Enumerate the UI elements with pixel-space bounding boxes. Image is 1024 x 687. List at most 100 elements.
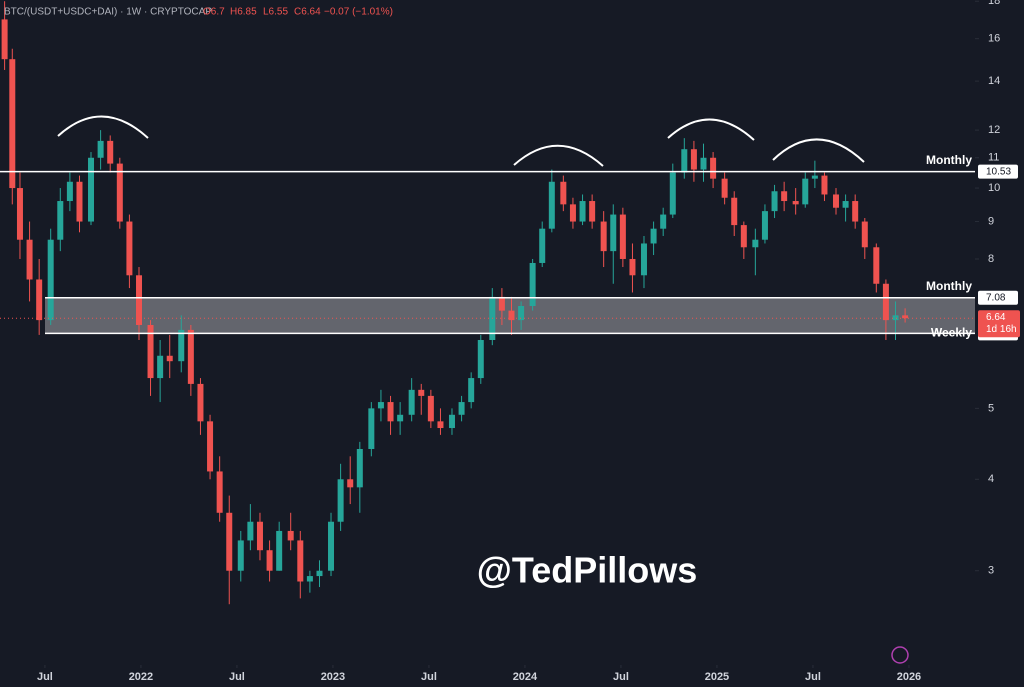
candle-body: [548, 181, 555, 229]
x-tick-label: Jul: [37, 671, 53, 683]
level-label: Monthly: [926, 153, 972, 167]
candle-body: [477, 339, 484, 379]
candle-body: [650, 228, 657, 244]
candle-body: [216, 471, 223, 513]
y-tick-label: 8: [988, 253, 994, 265]
candle-body: [721, 178, 728, 198]
candle-body: [397, 414, 404, 422]
candle-body: [740, 225, 747, 248]
candle-body: [781, 191, 788, 202]
candle-body: [207, 421, 214, 472]
x-tick-label: 2022: [129, 671, 153, 683]
candle-body: [437, 421, 444, 429]
candle-body: [539, 228, 546, 263]
candle-body: [36, 279, 43, 321]
candle-body: [356, 448, 363, 488]
x-tick-label: 2023: [321, 671, 345, 683]
candle-body: [811, 175, 818, 179]
candle-body: [752, 239, 759, 248]
candle-body: [147, 324, 154, 379]
arc: [513, 144, 604, 167]
candle-body: [166, 355, 173, 362]
ohlc-change: −0.07 (−1.01%): [324, 7, 393, 18]
candle-body: [579, 201, 586, 222]
price-badge: [978, 164, 1018, 179]
countdown: 1d 16h: [986, 324, 1017, 335]
candle-body: [569, 204, 576, 222]
candle-body: [861, 221, 868, 248]
candle-body: [518, 305, 525, 321]
alert-icon[interactable]: [891, 646, 909, 664]
level-label: Monthly: [926, 279, 972, 293]
y-tick-label: 3: [988, 565, 994, 577]
ohlc-close: C6.64: [294, 7, 321, 18]
candle-body: [761, 211, 768, 240]
price-badge-label: 7.08: [986, 292, 1006, 303]
candle-body: [508, 310, 515, 321]
candle-body: [237, 540, 244, 571]
y-tick-label: 14: [988, 75, 1000, 87]
candle-body: [126, 221, 133, 276]
y-tick-label: 11: [988, 152, 999, 164]
watermark: @TedPillows: [477, 550, 697, 591]
candle-body: [368, 408, 375, 449]
candle-body: [328, 521, 335, 571]
candle-body: [498, 296, 505, 311]
candle-body: [892, 315, 899, 321]
price-badge: [978, 290, 1018, 305]
candle-body: [247, 521, 254, 541]
arc: [772, 138, 865, 163]
candle-body: [418, 389, 425, 396]
candle-body: [197, 383, 204, 422]
candle-body: [852, 201, 859, 222]
last-price-badge: [978, 310, 1020, 338]
candle-body: [187, 329, 194, 384]
y-tick-label: 12: [988, 124, 1000, 136]
candle-body: [427, 395, 434, 422]
candle-body: [842, 201, 849, 208]
candle-body: [178, 329, 185, 362]
x-tick-label: Jul: [805, 671, 821, 683]
y-tick-label: 16: [988, 33, 1000, 45]
candle-body: [669, 172, 676, 215]
candle-body: [266, 550, 273, 571]
candle-body: [529, 262, 536, 306]
candle-body: [47, 239, 54, 321]
candle-body: [347, 479, 354, 488]
candle-body: [832, 194, 839, 208]
arc: [57, 115, 149, 139]
candle-body: [690, 149, 697, 170]
candle-body: [640, 243, 647, 276]
x-tick-label: Jul: [229, 671, 245, 683]
x-tick-label: 2024: [513, 671, 538, 683]
price-badge-label: 10.53: [986, 166, 1011, 177]
candle-body: [448, 414, 455, 429]
candle-body: [589, 201, 596, 222]
candle-body: [610, 214, 617, 252]
candle-body: [9, 59, 16, 189]
candle-body: [902, 315, 909, 319]
candle-body: [821, 175, 828, 195]
candle-body: [731, 197, 738, 226]
candle-body: [408, 389, 415, 415]
arc: [667, 118, 755, 141]
level-label: Weekly: [931, 326, 972, 340]
candle-body: [226, 512, 233, 571]
candle-body: [681, 149, 688, 173]
last-price-label: 6.64: [986, 312, 1006, 323]
candle-body: [287, 530, 294, 541]
candle-body: [458, 402, 465, 415]
symbol: BTC/(USDT+USDC+DAI) · 1W · CRYPTOCAP: [4, 7, 212, 18]
candle-body: [600, 221, 607, 252]
candle-body: [700, 157, 707, 170]
candle-body: [306, 576, 313, 582]
arc-annotations: [57, 115, 865, 167]
candle-body: [873, 247, 880, 284]
candle-body: [57, 201, 64, 240]
candle-body: [66, 181, 73, 202]
candle-body: [710, 157, 717, 179]
x-tick-label: 2025: [705, 671, 729, 683]
candle-body: [882, 283, 889, 321]
